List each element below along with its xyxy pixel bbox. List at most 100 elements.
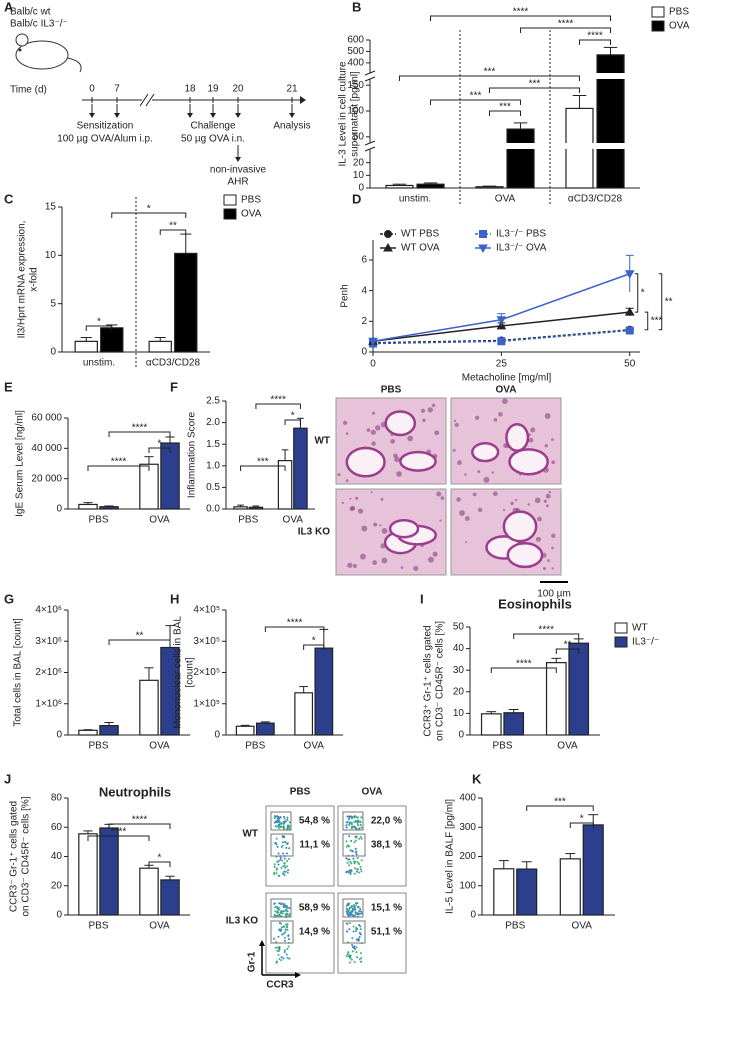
tissue-dot [502, 509, 506, 512]
significance-label: *** [499, 102, 511, 113]
mouse-tail [67, 57, 82, 73]
flow-event [280, 846, 283, 849]
flow-event [345, 821, 348, 824]
panel-letter: C [4, 191, 14, 206]
significance-bracket [430, 15, 612, 21]
x-tick-label: PBS [238, 515, 258, 526]
flow-event [278, 902, 281, 905]
mouse-eye [18, 48, 22, 52]
flow-event [286, 871, 289, 874]
y-tick-label: 200 [459, 851, 476, 862]
flow-event [278, 908, 281, 911]
flow-event [356, 857, 359, 860]
flow-event [278, 874, 281, 877]
flow-event [359, 823, 362, 826]
y-tick-label: 50 [453, 622, 465, 633]
flow-event [288, 847, 291, 850]
y-tick-label: 100 [347, 106, 364, 117]
flow-event [285, 820, 288, 823]
x-tick-label: PBS [505, 921, 525, 932]
flow-event [354, 820, 357, 823]
flow-event [351, 910, 354, 913]
flow-event [275, 820, 278, 823]
gate [270, 920, 294, 944]
significance-bracket [520, 27, 612, 33]
tissue-dot [355, 496, 359, 500]
significance-bracket [555, 648, 580, 654]
tissue-dot [548, 490, 552, 494]
x-tick-label: OVA [495, 194, 516, 205]
y-tick-label: 20 [353, 157, 365, 168]
significance-label: **** [132, 423, 148, 434]
flow-event [351, 909, 354, 912]
flow-event [351, 850, 354, 853]
flow-event [276, 946, 279, 949]
legend-swatch [614, 622, 628, 634]
flow-event [283, 821, 286, 824]
bar [139, 463, 159, 510]
bar [74, 340, 98, 353]
gate-percent: 58,9 % [299, 903, 330, 914]
tissue-dot [491, 471, 495, 474]
bar [78, 729, 98, 736]
flow-event [355, 850, 358, 853]
tissue-dot [396, 471, 402, 477]
flow-event [353, 826, 356, 829]
flow-event [277, 906, 280, 909]
flow-event [281, 835, 284, 838]
tissue-dot [510, 501, 514, 505]
y-tick-label: 20 000 [31, 473, 62, 484]
bar [385, 184, 414, 189]
tissue-dot [493, 417, 498, 422]
gate [342, 920, 366, 944]
tissue-dot [370, 491, 373, 494]
gate-percent: 15,1 % [371, 903, 402, 914]
y-tick-label: 0 [458, 730, 464, 741]
y-tick-label: 0 [50, 347, 56, 358]
tissue-dot [537, 516, 542, 522]
significance-bracket [488, 87, 580, 93]
bar [148, 340, 172, 353]
flow-event [356, 819, 359, 822]
tissue-dot [432, 551, 438, 557]
flow-event [347, 951, 350, 954]
flow-event [281, 859, 284, 862]
flow-event [288, 957, 291, 960]
tissue-dot [375, 425, 381, 431]
flow-event [285, 913, 288, 916]
gate-percent: 11,1 % [299, 840, 330, 851]
flow-event [349, 849, 352, 852]
flow-x-label: CCR3 [266, 980, 294, 991]
flow-event [349, 869, 352, 872]
tissue-dot [394, 456, 400, 463]
significance-label: * [97, 317, 101, 328]
y-tick-label: 10 [453, 708, 465, 719]
x-tick-label: unstim. [399, 194, 431, 205]
flow-event [349, 872, 352, 875]
flow-event [278, 958, 281, 961]
row-label: WT [314, 436, 330, 447]
flow-event [359, 933, 362, 936]
y-tick-label: 1×10⁵ [193, 698, 220, 709]
significance-label: **** [111, 457, 127, 468]
flow-event [277, 928, 280, 931]
day-label: 0 [89, 84, 95, 95]
flow-event [345, 840, 348, 843]
flow-event [345, 955, 348, 958]
tissue-dot [434, 430, 440, 436]
step-title: Challenge [190, 121, 235, 132]
gate-percent: 51,1 % [371, 927, 402, 938]
flow-event [288, 827, 291, 830]
flow-event [356, 824, 359, 827]
flow-event [286, 956, 289, 959]
mouse-label: Balb/c wt [10, 7, 51, 18]
x-tick-label: 25 [496, 359, 508, 370]
significance-bracket [634, 273, 639, 313]
bar [255, 722, 275, 736]
y-tick-label: 80 [51, 793, 63, 804]
flow-event [355, 930, 358, 933]
panel-letter: G [4, 591, 14, 606]
flow-event [277, 863, 280, 866]
significance-label: **** [132, 815, 148, 826]
